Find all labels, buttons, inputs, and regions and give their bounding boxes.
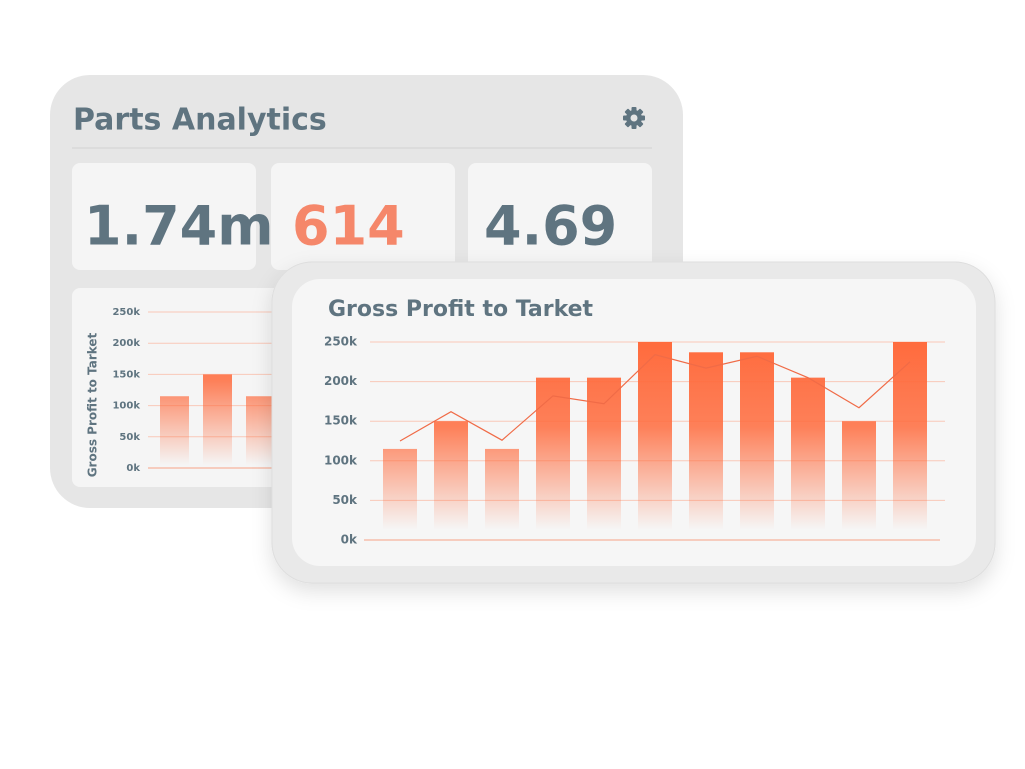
kpi-tile xyxy=(271,163,455,270)
y-axis-label: Gross Profit to Tarket xyxy=(86,332,100,477)
y-tick-label: 150k xyxy=(324,414,358,428)
y-tick-label: 0k xyxy=(341,533,358,547)
bar xyxy=(689,352,723,530)
y-tick-label: 50k xyxy=(332,493,358,507)
kpi-value: 4.69 xyxy=(484,195,617,258)
bar xyxy=(791,377,825,530)
y-tick-label: 100k xyxy=(324,453,358,467)
y-tick-label: 50k xyxy=(119,432,140,443)
y-tick-label: 200k xyxy=(324,374,358,388)
bar xyxy=(842,421,876,530)
y-tick-label: 200k xyxy=(112,338,140,349)
bar xyxy=(740,352,774,530)
kpi-value: 614 xyxy=(292,195,405,258)
y-tick-label: 250k xyxy=(324,335,358,349)
y-tick-label: 150k xyxy=(112,369,140,380)
settings-icon[interactable] xyxy=(623,107,645,129)
y-tick-label: 100k xyxy=(112,401,140,412)
bar xyxy=(203,374,232,465)
kpi-tile xyxy=(468,163,652,270)
kpi-tile xyxy=(72,163,256,270)
bar xyxy=(587,377,621,530)
line-series xyxy=(399,354,911,442)
bar xyxy=(383,448,417,530)
bar xyxy=(893,342,927,530)
y-tick-label: 250k xyxy=(112,307,140,318)
kpi-value: 1.74m xyxy=(84,195,274,258)
bar xyxy=(536,377,570,530)
back-chart xyxy=(148,311,282,469)
bar xyxy=(638,342,672,530)
y-tick-label: 0k xyxy=(126,463,140,474)
bar xyxy=(485,448,519,530)
chart-title: Gross Profit to Tarket xyxy=(328,297,594,322)
card-title: Parts Analytics xyxy=(73,103,327,138)
bar xyxy=(246,396,275,465)
front-chart: Gross Profit to Tarket 0k 50k 100k 150k 200k 2… xyxy=(324,297,945,547)
bar xyxy=(160,396,189,465)
bar xyxy=(434,421,468,530)
